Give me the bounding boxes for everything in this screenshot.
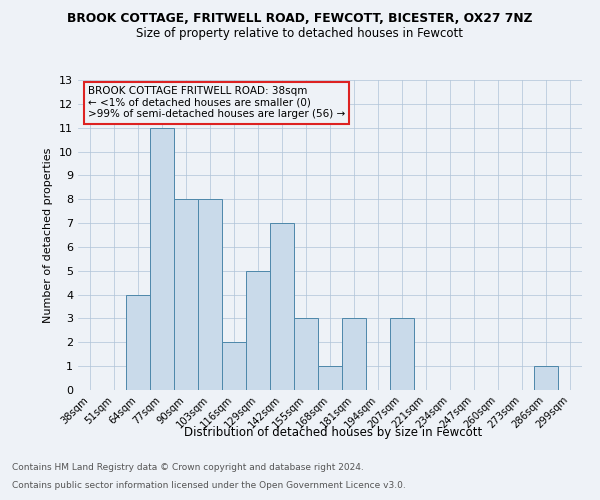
Text: Contains HM Land Registry data © Crown copyright and database right 2024.: Contains HM Land Registry data © Crown c…	[12, 464, 364, 472]
Bar	[342, 318, 366, 390]
Bar	[294, 318, 318, 390]
Bar	[198, 199, 222, 390]
Bar	[390, 318, 414, 390]
Bar	[126, 294, 150, 390]
Bar	[270, 223, 294, 390]
Text: Distribution of detached houses by size in Fewcott: Distribution of detached houses by size …	[184, 426, 482, 439]
Text: BROOK COTTAGE FRITWELL ROAD: 38sqm
← <1% of detached houses are smaller (0)
>99%: BROOK COTTAGE FRITWELL ROAD: 38sqm ← <1%…	[88, 86, 346, 120]
Bar	[174, 199, 198, 390]
Bar	[246, 271, 270, 390]
Bar	[150, 128, 174, 390]
Text: BROOK COTTAGE, FRITWELL ROAD, FEWCOTT, BICESTER, OX27 7NZ: BROOK COTTAGE, FRITWELL ROAD, FEWCOTT, B…	[67, 12, 533, 26]
Text: Size of property relative to detached houses in Fewcott: Size of property relative to detached ho…	[137, 28, 464, 40]
Y-axis label: Number of detached properties: Number of detached properties	[43, 148, 53, 322]
Bar	[534, 366, 558, 390]
Bar	[318, 366, 342, 390]
Text: Contains public sector information licensed under the Open Government Licence v3: Contains public sector information licen…	[12, 481, 406, 490]
Bar	[222, 342, 246, 390]
